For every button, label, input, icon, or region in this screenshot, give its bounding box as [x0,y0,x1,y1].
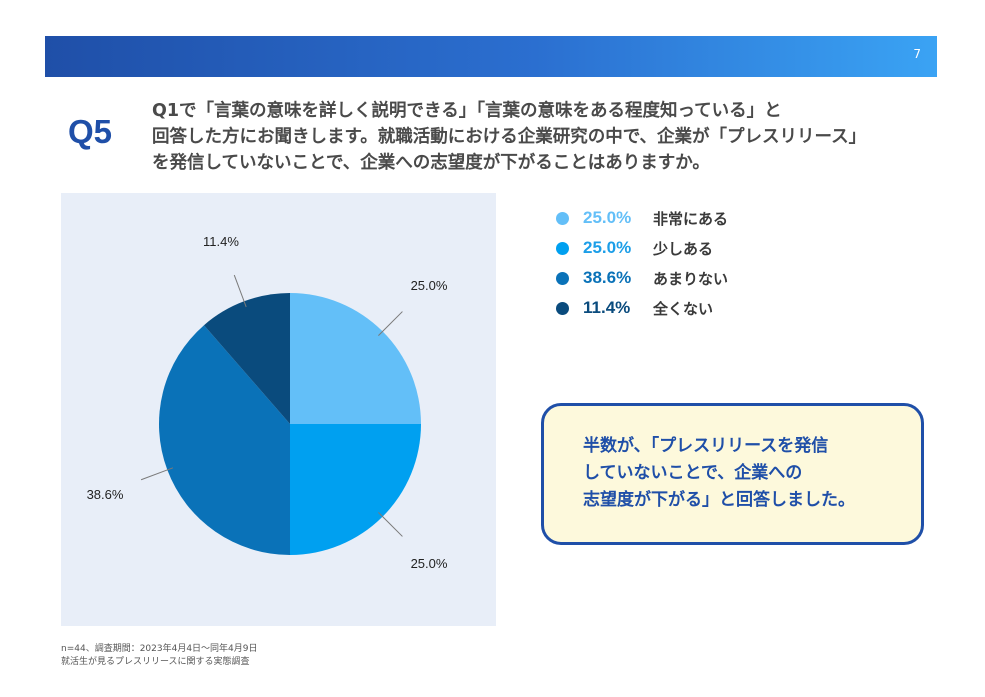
legend-swatch [556,301,569,315]
legend-item: 25.0% 非常にある [556,203,728,233]
data-label: 25.0% [411,556,448,571]
data-label: 11.4% [203,234,239,249]
legend-value: 11.4% [583,298,631,317]
footnote-source: 就活生が見るプレスリリースに関する実態調査 [61,657,250,667]
leader-line [378,311,403,336]
header-bar: 7 [45,36,937,77]
legend-label: 全くない [653,299,714,318]
legend-label: 非常にある [653,209,729,228]
leader-line [233,274,247,308]
callout-line: 志望度が下がる」と回答しました。 [583,490,855,510]
pie-slice [290,424,421,555]
pie-slice [290,293,421,424]
callout-text: 半数が、「プレスリリースを発信 していないことで、企業への 志望度が下がる」と回… [583,433,855,514]
legend-item: 25.0% 少しある [556,233,728,263]
data-label: 38.6% [87,487,124,502]
data-label: 25.0% [411,278,448,293]
legend-swatch [556,211,569,225]
summary-callout: 半数が、「プレスリリースを発信 していないことで、企業への 志望度が下がる」と回… [541,403,924,545]
chart-panel: 25.0% 25.0% 38.6% 11.4% [61,193,496,626]
legend-label: 少しある [653,239,714,258]
pie-slice [203,293,290,424]
legend-value: 25.0% [583,208,632,227]
legend-item: 11.4% 全くない [556,293,728,323]
question-line: Q1で「言葉の意味を詳しく説明できる」「言葉の意味をある程度知っている」と [152,101,782,121]
leader-line [140,467,174,481]
callout-line: 半数が、「プレスリリースを発信 [583,436,829,456]
question-text: Q1で「言葉の意味を詳しく説明できる」「言葉の意味をある程度知っている」と 回答… [152,98,942,176]
legend-swatch [556,241,569,255]
question-number: Q5 [68,113,113,150]
legend-value: 38.6% [583,268,632,287]
footnote: n=44、調査期間：2023年4月4日～同年4月9日 就活生が見るプレスリリース… [61,643,258,669]
footnote-sample: n=44、調査期間：2023年4月4日～同年4月9日 [61,644,258,654]
legend-item: 38.6% あまりない [556,263,728,293]
callout-line: していないことで、企業への [583,463,803,483]
leader-line [378,512,403,537]
chart-legend: 25.0% 非常にある 25.0% 少しある 38.6% あまりない 11.4%… [556,203,728,323]
question-line: 回答した方にお聞きします。就職活動における企業研究の中で、企業が「プレスリリース… [152,127,867,147]
legend-swatch [556,271,569,285]
pie-chart: 25.0% 25.0% 38.6% 11.4% [87,234,448,571]
pie-slice [159,325,290,555]
legend-value: 25.0% [583,238,632,257]
question-line: を発信していないことで、企業への志望度が下がることはありますか。 [152,153,710,173]
page-number: 7 [913,47,921,61]
legend-label: あまりない [653,269,729,288]
